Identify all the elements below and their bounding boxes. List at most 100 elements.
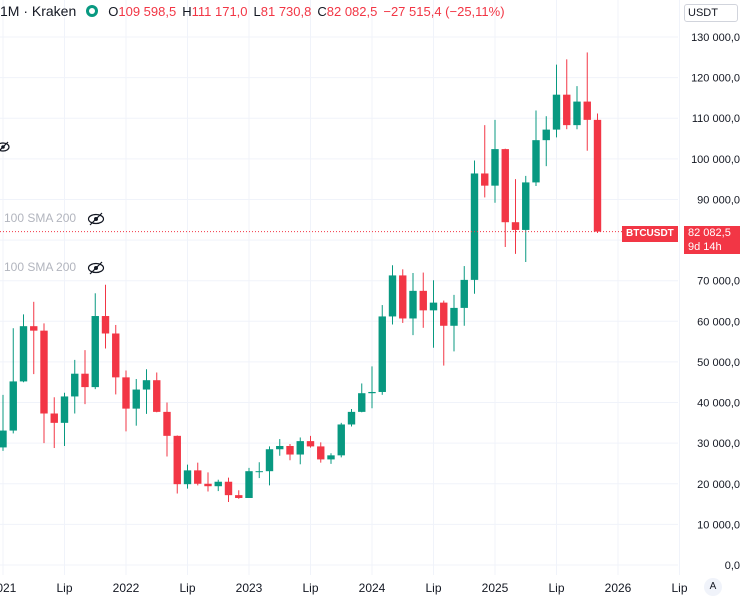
candle[interactable] (470, 160, 479, 294)
candle[interactable] (491, 119, 499, 203)
x-tick-label: 2023 (236, 581, 263, 595)
indicator-sma-2[interactable]: 100 SMA 200 (4, 260, 105, 275)
candle-body (255, 471, 263, 473)
candle[interactable] (501, 148, 509, 247)
candle-body (378, 316, 386, 392)
candle[interactable] (245, 467, 253, 498)
candle[interactable] (101, 284, 110, 349)
change-value: −27 515,4 (−25,11%) (383, 3, 505, 19)
candle[interactable] (450, 294, 458, 352)
candle[interactable] (122, 370, 130, 432)
candle[interactable] (358, 383, 366, 413)
candle-body (19, 326, 28, 382)
candle[interactable] (399, 269, 407, 323)
candle[interactable] (81, 350, 89, 405)
candle[interactable] (204, 472, 212, 492)
candle[interactable] (173, 435, 181, 494)
candle[interactable] (30, 301, 38, 375)
candle[interactable] (9, 328, 17, 434)
candle[interactable] (183, 464, 192, 489)
candle[interactable] (132, 378, 140, 426)
candle[interactable] (563, 59, 571, 130)
candle[interactable] (593, 113, 602, 234)
visibility-off-icon[interactable] (87, 261, 105, 275)
candle[interactable] (71, 359, 79, 414)
candle[interactable] (460, 266, 468, 326)
candle-body (481, 173, 489, 186)
candle[interactable] (40, 323, 48, 444)
candle[interactable] (583, 52, 591, 151)
x-tick-label: 2026 (605, 581, 632, 595)
candle[interactable] (317, 442, 325, 463)
candle[interactable] (214, 479, 222, 492)
auto-scale-button[interactable]: A (704, 578, 722, 596)
candle[interactable] (224, 477, 233, 503)
candle[interactable] (511, 179, 520, 254)
candle[interactable] (378, 305, 386, 395)
candle-body (593, 119, 602, 232)
currency-selector[interactable]: USDT (684, 4, 738, 22)
candle[interactable] (19, 314, 28, 383)
candle-body (183, 470, 192, 485)
candle[interactable] (542, 116, 550, 167)
candle[interactable] (440, 300, 448, 366)
candle[interactable] (91, 293, 99, 390)
candle[interactable] (347, 409, 356, 427)
indicator-label: 100 SMA 200 (4, 260, 77, 274)
x-tick-label: 2022 (113, 581, 140, 595)
candle[interactable] (112, 324, 120, 395)
indicator-label: 100 SMA 200 (4, 211, 77, 225)
candle[interactable] (296, 437, 304, 465)
time-axis[interactable]: 2021 Lip 2022 Lip 2023 Lip 2024 Lip 2025 Lip 2026 L… (0, 581, 688, 595)
candle-body (327, 455, 335, 460)
candle-body (9, 381, 17, 431)
candle-body (358, 393, 366, 412)
price-axis[interactable]: 0,0 10 000,0 20 000,0 30 000,0 40 000,0 50 00… (691, 32, 740, 572)
candle[interactable] (532, 110, 540, 187)
candle[interactable] (337, 422, 345, 458)
candle[interactable] (573, 86, 581, 130)
bar-countdown: 9d 14h (688, 241, 722, 253)
candle[interactable] (0, 394, 7, 451)
x-tick-label: Lip (425, 581, 441, 595)
candle[interactable] (235, 490, 243, 499)
candle[interactable] (276, 439, 284, 456)
candle[interactable] (481, 125, 489, 198)
candle[interactable] (419, 272, 427, 328)
y-tick-label: 0,0 (725, 560, 740, 572)
visibility-off-icon[interactable] (87, 212, 105, 226)
low-label: L (253, 3, 261, 19)
candle[interactable] (368, 366, 376, 409)
candle[interactable] (388, 265, 397, 325)
candle[interactable] (522, 175, 530, 263)
candle[interactable] (409, 272, 417, 336)
candle[interactable] (142, 369, 151, 414)
candlestick-series[interactable] (0, 52, 602, 503)
market-status-icon (86, 5, 99, 17)
y-tick-label: 20 000,0 (697, 479, 740, 491)
indicator-sma-1[interactable]: 100 SMA 200 (4, 211, 105, 226)
candle[interactable] (194, 462, 202, 486)
candle-body (142, 380, 151, 390)
symbol-interval[interactable]: 1M · Kraken (0, 3, 77, 19)
x-tick-label: Lip (56, 581, 72, 595)
candle-body (460, 279, 468, 308)
candle[interactable] (60, 392, 69, 446)
hide-eye-icon[interactable] (0, 140, 10, 159)
candle[interactable] (286, 443, 294, 461)
candle-body (552, 94, 561, 130)
candle[interactable] (163, 402, 171, 457)
candle[interactable] (306, 435, 315, 448)
candle[interactable] (265, 446, 274, 486)
candle-body (573, 101, 581, 126)
candle[interactable] (327, 453, 335, 464)
y-tick-label: 30 000,0 (697, 438, 740, 450)
candle[interactable] (552, 64, 561, 138)
candle[interactable] (153, 372, 161, 413)
candle-body (306, 441, 315, 447)
candle[interactable] (429, 280, 438, 348)
candle-body (132, 389, 140, 409)
candle[interactable] (50, 397, 58, 449)
candle[interactable] (255, 462, 263, 479)
